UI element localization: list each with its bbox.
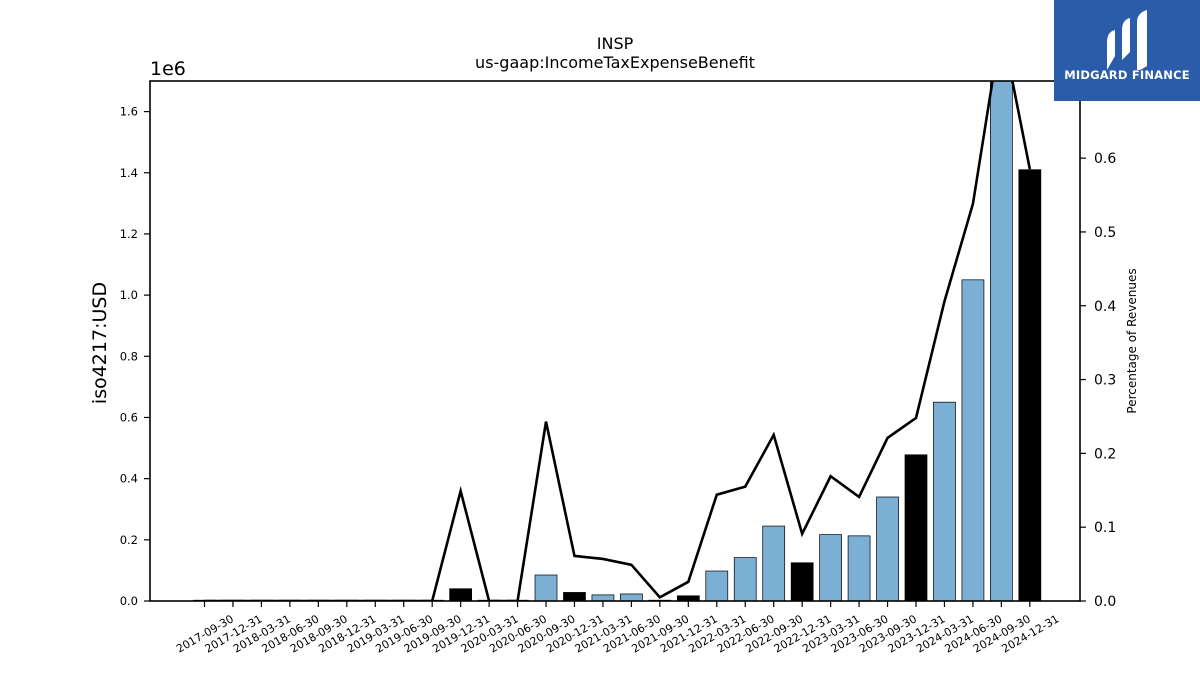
- bar-2020-12-31: [563, 592, 586, 602]
- bar-2022-12-31: [790, 562, 814, 602]
- y-tick-label: 1.2: [120, 227, 138, 241]
- logo-mark-icon: [1107, 10, 1147, 70]
- y2-tick-label: 0.0: [1094, 594, 1116, 610]
- y2-tick-label: 0.5: [1094, 225, 1116, 241]
- y-axis-label: iso4217:USD: [89, 282, 111, 404]
- y2-tick-label: 0.2: [1094, 446, 1116, 462]
- y-tick-label: 0.0: [120, 594, 138, 608]
- bar-2024-09-30: [990, 80, 1013, 602]
- bars: [193, 80, 1042, 602]
- y2-tick-label: 0.3: [1094, 373, 1116, 389]
- bar-2021-03-31: [591, 594, 615, 602]
- bar-2024-06-30: [961, 279, 985, 602]
- bar-2019-12-31: [449, 588, 472, 602]
- percentage-line: [204, 81, 1032, 601]
- y2-tick-label: 0.6: [1094, 151, 1116, 167]
- y2-axis-label: Percentage of Revenues: [1125, 268, 1139, 413]
- logo-text: MIDGARD FINANCE: [1064, 68, 1190, 82]
- chart-subtitle: us-gaap:IncomeTaxExpenseBenefit: [475, 53, 755, 72]
- percentage-series-line: [204, 81, 1032, 601]
- bar-2022-03-31: [705, 570, 729, 602]
- bar-2023-03-31: [819, 534, 842, 602]
- bar-2022-09-30: [762, 525, 786, 602]
- chart-title: INSP: [597, 34, 634, 53]
- y-tick-label: 0.6: [120, 410, 138, 424]
- brand-logo: MIDGARD FINANCE: [1054, 0, 1200, 101]
- bar-2024-12-31: [1018, 169, 1042, 602]
- y-tick-label: 0.2: [120, 533, 138, 547]
- plot-frame: [149, 80, 1081, 602]
- y-tick-label: 1.4: [120, 166, 138, 180]
- bar-2020-09-30: [534, 574, 558, 602]
- bar-2021-06-30: [620, 593, 643, 602]
- y-tick-label: 1.6: [120, 105, 138, 119]
- y2-tick-label: 0.1: [1094, 520, 1116, 536]
- bar-2023-12-31: [904, 454, 928, 602]
- y-tick-label: 0.4: [120, 472, 138, 486]
- y-tick-label: 1.0: [120, 288, 138, 302]
- bar-2023-09-30: [876, 496, 899, 602]
- bar-2024-03-31: [933, 401, 956, 602]
- bar-2023-06-30: [847, 535, 871, 602]
- y-offset-label: 1e6: [150, 58, 186, 80]
- bar-2022-06-30: [733, 557, 757, 602]
- y-tick-label: 0.8: [120, 349, 138, 363]
- y2-tick-label: 0.4: [1094, 299, 1116, 315]
